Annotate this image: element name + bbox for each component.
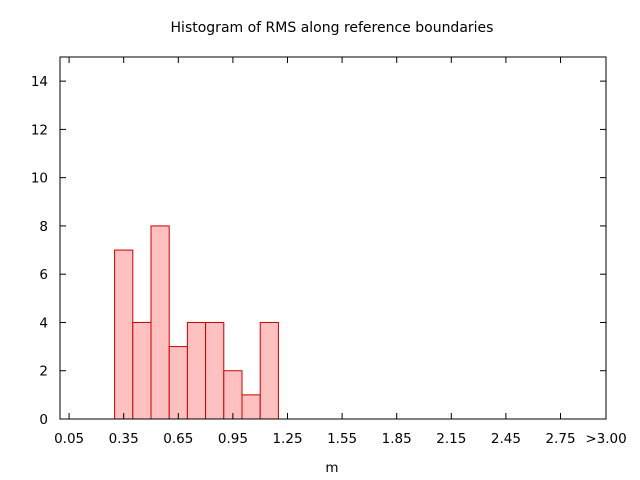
- histogram-bar-3: [168, 346, 188, 420]
- x-tick-label-8: 2.45: [491, 431, 521, 447]
- histogram-bar-0: [114, 249, 134, 420]
- chart-title: Histogram of RMS along reference boundar…: [171, 20, 494, 36]
- y-tick-label-7: 14: [31, 74, 48, 90]
- x-tick-label-10: >3.00: [585, 431, 626, 447]
- x-tick-label-1: 0.35: [109, 431, 139, 447]
- y-tick-label-4: 8: [39, 219, 48, 235]
- x-tick-label-3: 0.95: [218, 431, 248, 447]
- x-tick-label-4: 1.25: [272, 431, 302, 447]
- histogram-bar-6: [223, 370, 243, 420]
- x-tick-label-6: 1.85: [382, 431, 412, 447]
- histogram-bar-8: [259, 321, 279, 420]
- histogram-bar-7: [241, 394, 261, 420]
- y-tick-label-0: 0: [39, 412, 48, 428]
- x-tick-label-5: 1.55: [327, 431, 357, 447]
- y-tick-label-5: 10: [31, 171, 48, 187]
- y-axis: 0 2 4 6 8 10 12 14: [31, 74, 606, 428]
- x-axis-label: m: [325, 460, 338, 476]
- x-tick-label-2: 0.65: [163, 431, 193, 447]
- y-tick-label-1: 2: [39, 364, 48, 380]
- histogram-bar-4: [186, 321, 207, 420]
- histogram-bar-5: [205, 321, 225, 420]
- x-tick-label-7: 2.15: [436, 431, 466, 447]
- histogram-bar-2: [150, 225, 170, 420]
- x-tick-label-0: 0.05: [54, 431, 84, 447]
- x-tick-label-9: 2.75: [545, 431, 575, 447]
- plot-frame: [59, 56, 607, 420]
- x-axis: 0.05 0.35 0.65 0.95 1.25 1.55 1.85 2.15 2.45 2.75…: [54, 57, 627, 447]
- histogram-bar-1: [132, 321, 152, 420]
- y-tick-label-2: 4: [39, 315, 48, 331]
- y-tick-label-6: 12: [31, 122, 48, 138]
- y-tick-label-3: 6: [39, 267, 48, 283]
- bars-group: [114, 225, 279, 420]
